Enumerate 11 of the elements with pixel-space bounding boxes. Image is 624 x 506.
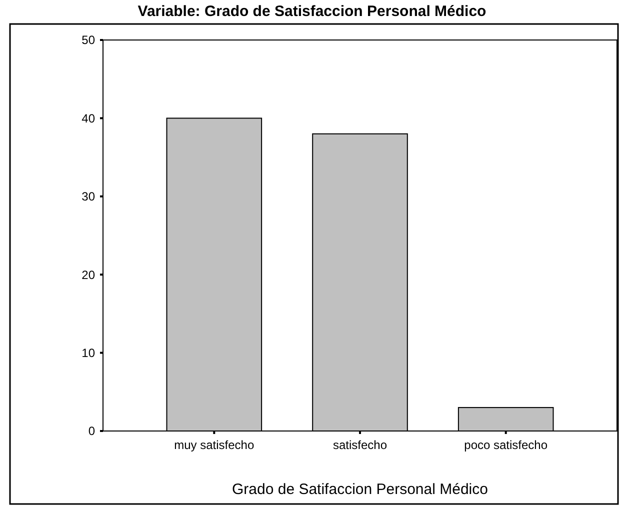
y-tick-label: 40 (82, 111, 96, 126)
y-tick-label: 20 (82, 268, 96, 282)
y-tick-label: 10 (82, 346, 96, 360)
chart-title: Variable: Grado de Satisfaccion Personal Médico (138, 3, 486, 20)
x-tick-label: satisfecho (332, 438, 388, 452)
y-tick-label: 50 (82, 33, 96, 48)
x-tick-label: poco satisfecho (464, 438, 548, 452)
x-axis-title: Grado de Satifaccion Personal Médico (232, 481, 488, 498)
x-tick-label: muy satisfecho (174, 438, 254, 452)
y-tick-label: 30 (82, 190, 96, 204)
y-tick-label: 0 (88, 424, 96, 438)
